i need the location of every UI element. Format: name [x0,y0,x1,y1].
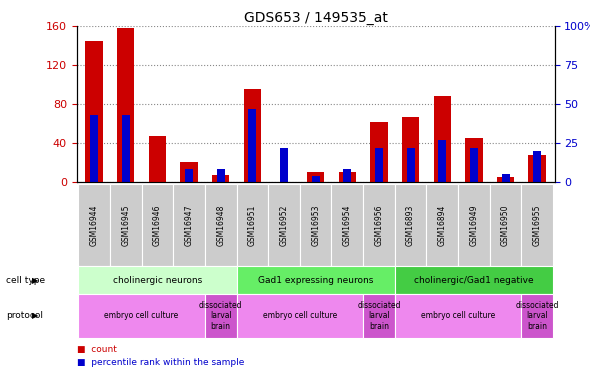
Text: embryo cell culture: embryo cell culture [263,311,337,320]
Text: ▶: ▶ [32,276,39,285]
Text: GSM16947: GSM16947 [185,204,194,246]
Text: protocol: protocol [6,311,43,320]
Text: dissociated
larval
brain: dissociated larval brain [199,301,242,331]
Bar [212,175,230,182]
Bar [497,177,514,182]
Bar [117,28,135,182]
Text: ■  percentile rank within the sample: ■ percentile rank within the sample [77,358,244,368]
Title: GDS653 / 149535_at: GDS653 / 149535_at [244,11,388,25]
Text: GSM16951: GSM16951 [248,204,257,246]
Bar [307,172,324,182]
Bar [181,162,198,182]
Bar [343,170,351,182]
Text: GSM16950: GSM16950 [501,204,510,246]
Text: dissociated
larval
brain: dissociated larval brain [357,301,401,331]
Bar [402,117,419,182]
Text: cholinergic neurons: cholinergic neurons [113,276,202,285]
Bar [217,170,225,182]
Text: embryo cell culture: embryo cell culture [104,311,179,320]
Text: GSM16946: GSM16946 [153,204,162,246]
Text: GSM16949: GSM16949 [470,204,478,246]
Bar [149,136,166,182]
Bar [86,41,103,182]
Bar [434,96,451,182]
Text: GSM16944: GSM16944 [90,204,99,246]
Bar [248,109,256,182]
Text: GSM16948: GSM16948 [216,204,225,246]
Text: GSM16893: GSM16893 [406,204,415,246]
Text: dissociated
larval
brain: dissociated larval brain [516,301,559,331]
Text: GSM16955: GSM16955 [533,204,542,246]
Text: ▶: ▶ [32,311,39,320]
Text: cell type: cell type [6,276,45,285]
Bar [280,148,288,182]
Bar [122,115,130,182]
Bar [371,122,388,182]
Text: GSM16894: GSM16894 [438,204,447,246]
Text: GSM16952: GSM16952 [280,204,289,246]
Bar [529,154,546,182]
Text: Gad1 expressing neurons: Gad1 expressing neurons [258,276,373,285]
Bar [185,170,193,182]
Bar [244,90,261,182]
Bar [438,140,446,182]
Bar [470,148,478,182]
Text: GSM16954: GSM16954 [343,204,352,246]
Bar [407,148,415,182]
Text: cholinergic/Gad1 negative: cholinergic/Gad1 negative [414,276,534,285]
Bar [339,172,356,182]
Text: GSM16956: GSM16956 [375,204,384,246]
Bar [375,148,383,182]
Bar [465,138,483,182]
Text: embryo cell culture: embryo cell culture [421,311,495,320]
Bar [502,174,510,182]
Bar [90,115,98,182]
Text: ■  count: ■ count [77,345,117,354]
Bar [533,151,541,182]
Bar [312,176,320,182]
Text: GSM16953: GSM16953 [311,204,320,246]
Text: GSM16945: GSM16945 [122,204,130,246]
